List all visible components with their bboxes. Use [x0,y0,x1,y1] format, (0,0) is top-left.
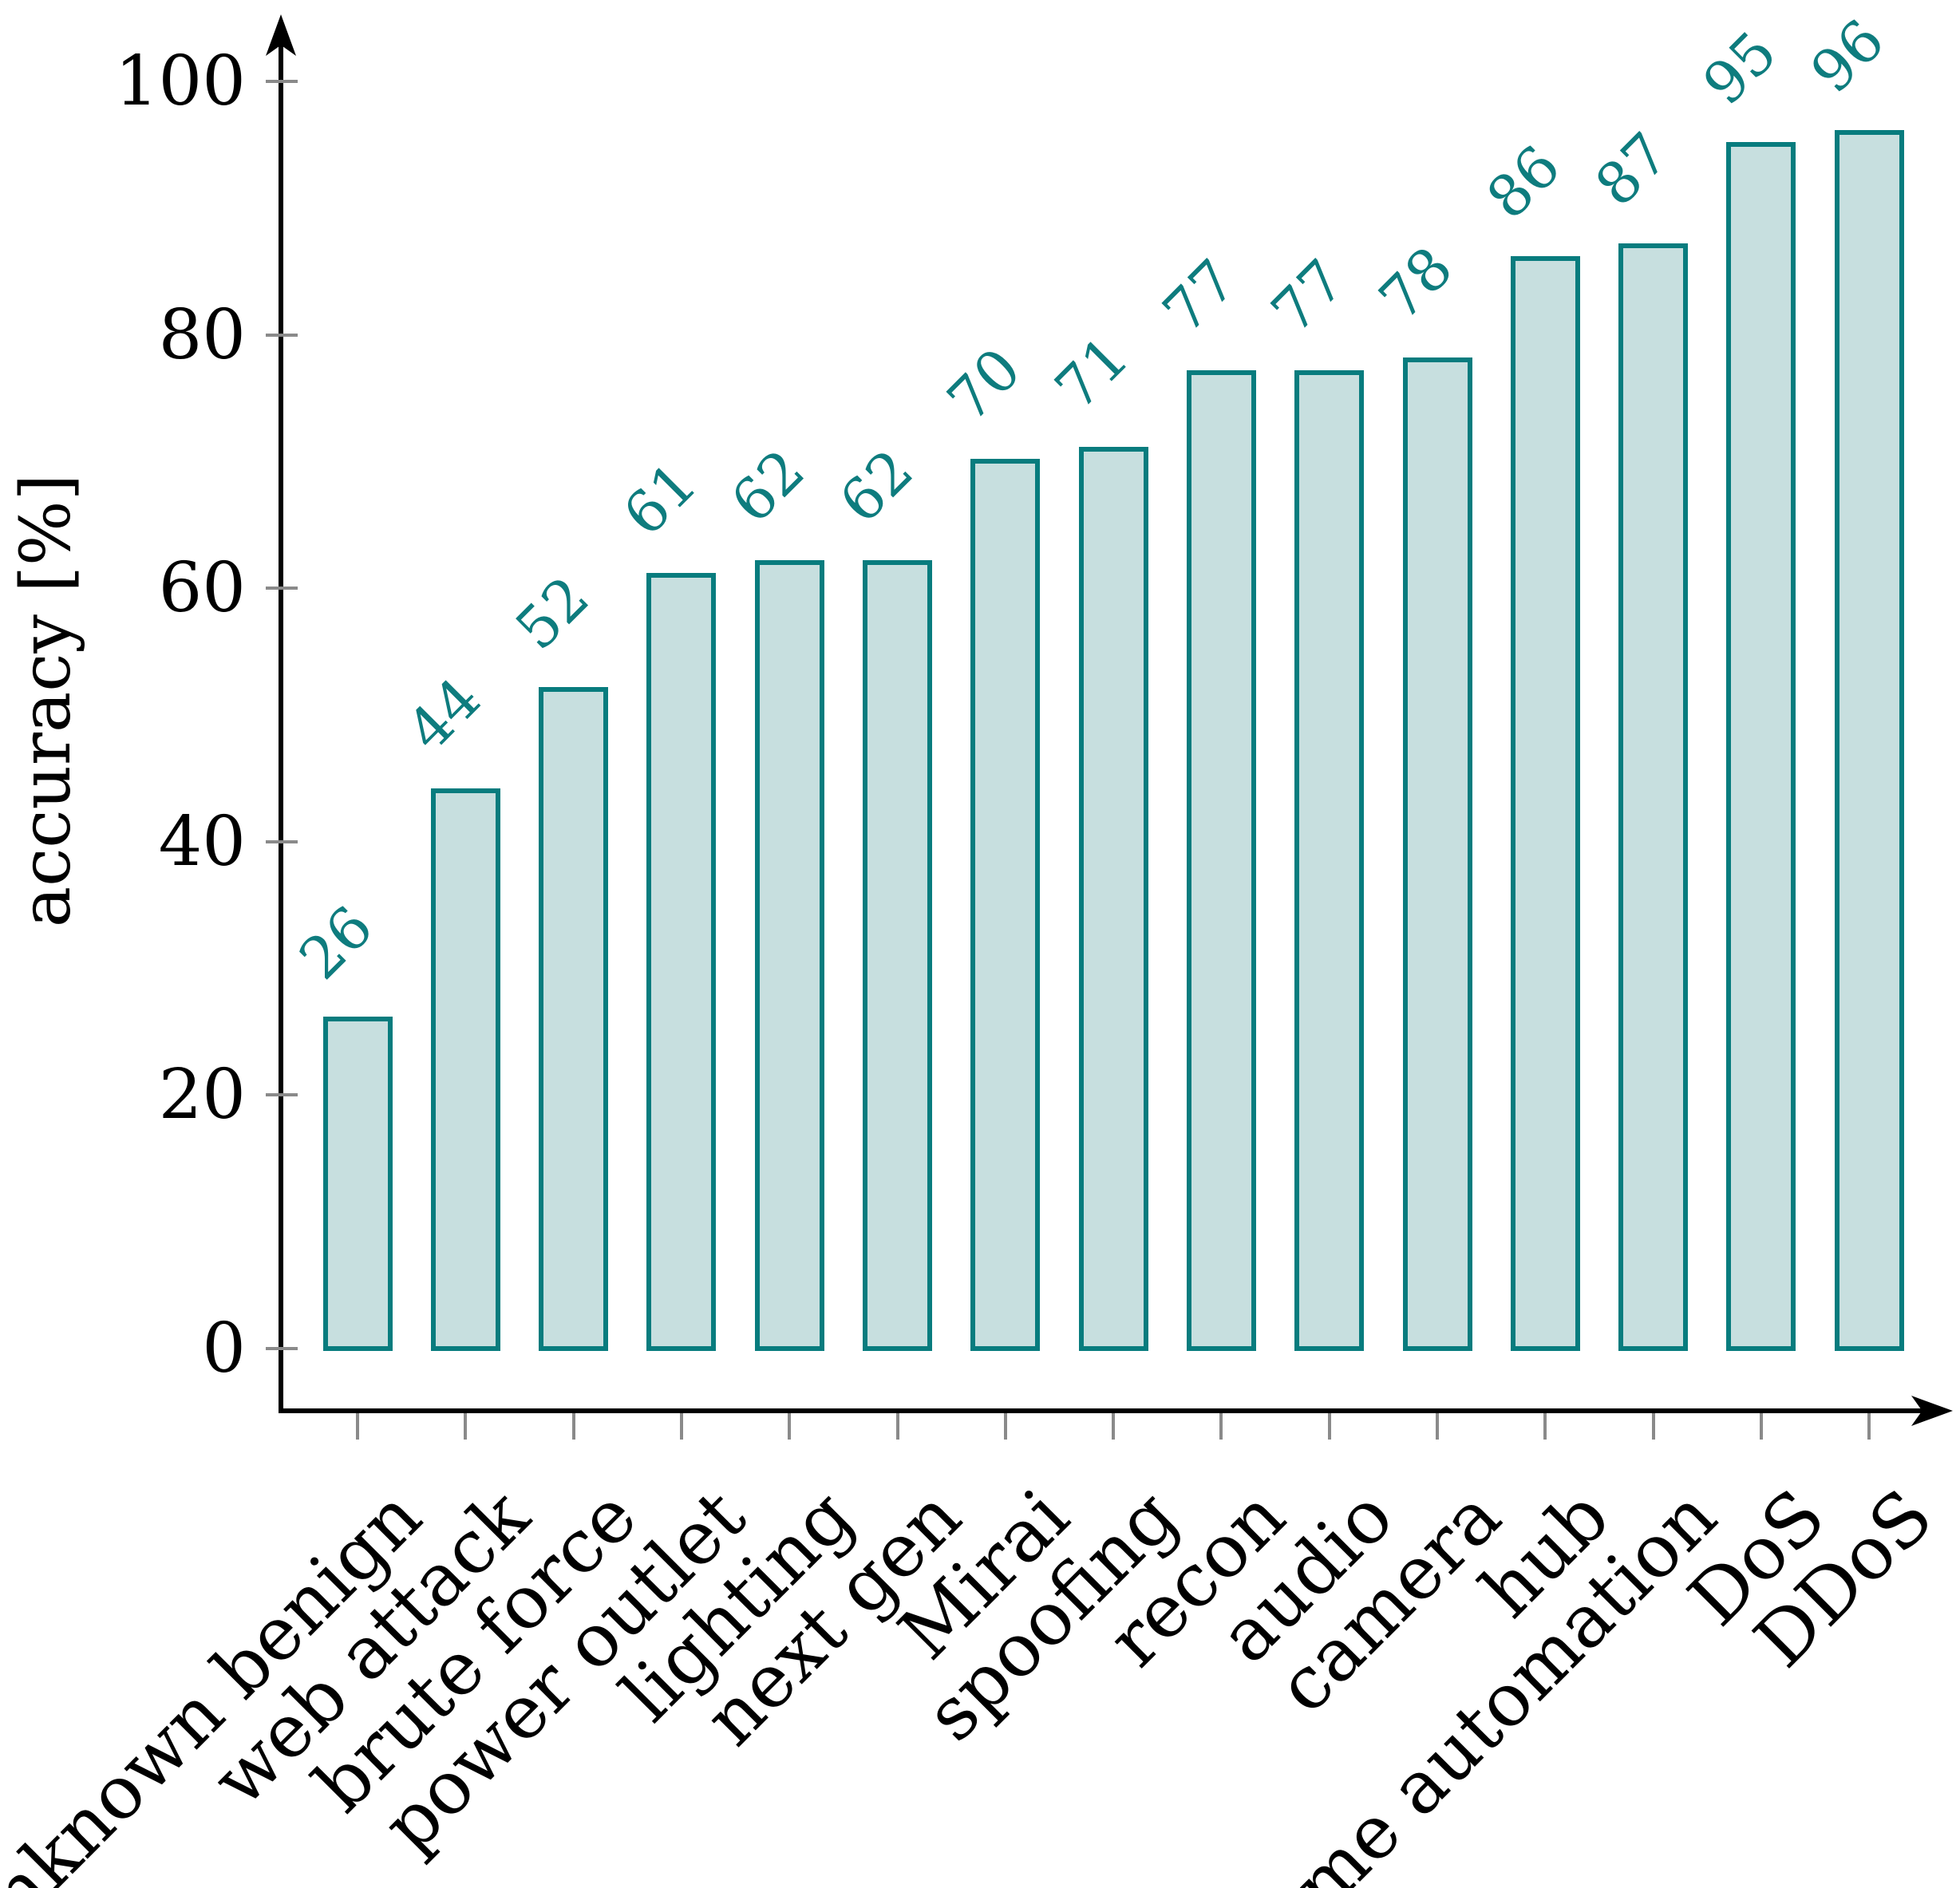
y-tick-label: 20 [158,1055,246,1136]
x-tick [1003,1413,1007,1440]
x-tick [356,1413,359,1440]
bar-value-label: 77 [1258,247,1357,346]
y-axis-line [279,32,283,1413]
bar-value-label: 86 [1474,132,1574,232]
y-tick-label: 60 [158,548,246,629]
bar-value-label: 77 [1150,247,1250,346]
y-tick-label: 100 [114,41,246,121]
bar [1078,446,1148,1351]
bar-value-label: 71 [1041,322,1142,422]
x-tick [1651,1413,1655,1440]
x-tick [1327,1413,1331,1440]
bar-value-label: 44 [394,665,494,764]
bar [646,573,717,1351]
y-tick [266,587,298,590]
bar [1618,243,1689,1351]
bar [430,788,500,1351]
bar [970,459,1041,1351]
bar-value-label: 26 [286,893,386,993]
x-tick [1112,1413,1116,1440]
bar [863,560,932,1351]
x-tick [895,1413,899,1440]
y-axis-title: accuracy [%] [6,473,86,928]
bar-value-label: 62 [718,436,818,536]
x-tick [1436,1413,1439,1440]
y-tick [266,80,298,83]
x-tick [788,1413,792,1440]
bar-value-label: 95 [1689,18,1789,118]
bar-value-label: 96 [1798,6,1898,105]
y-tick [266,1093,298,1097]
x-tick [1759,1413,1763,1440]
bar-value-label: 52 [502,563,602,663]
x-tick [1867,1413,1871,1440]
x-tick [571,1413,575,1440]
y-tick-label: 40 [158,801,246,882]
bar [1834,129,1904,1351]
bar [1186,370,1256,1351]
x-tick [679,1413,683,1440]
x-axis-line [279,1408,1927,1413]
bar-value-label: 70 [934,335,1033,435]
y-tick-label: 80 [158,294,246,375]
bar [1294,370,1365,1351]
y-tick [266,1347,298,1350]
x-tick [1543,1413,1547,1440]
bar [1726,142,1796,1351]
y-tick [266,333,298,337]
bar [754,560,824,1351]
bar [322,1017,393,1351]
bar-value-label: 62 [826,436,926,536]
bar [1402,357,1472,1351]
bar-value-label: 61 [610,449,709,549]
y-tick-label: 0 [202,1309,246,1388]
x-tick [464,1413,468,1440]
y-tick [266,839,298,843]
bar-value-label: 87 [1582,120,1681,219]
bar [539,687,609,1351]
bar [1510,256,1580,1351]
bar-value-label: 78 [1365,234,1466,334]
x-tick [1219,1413,1223,1440]
